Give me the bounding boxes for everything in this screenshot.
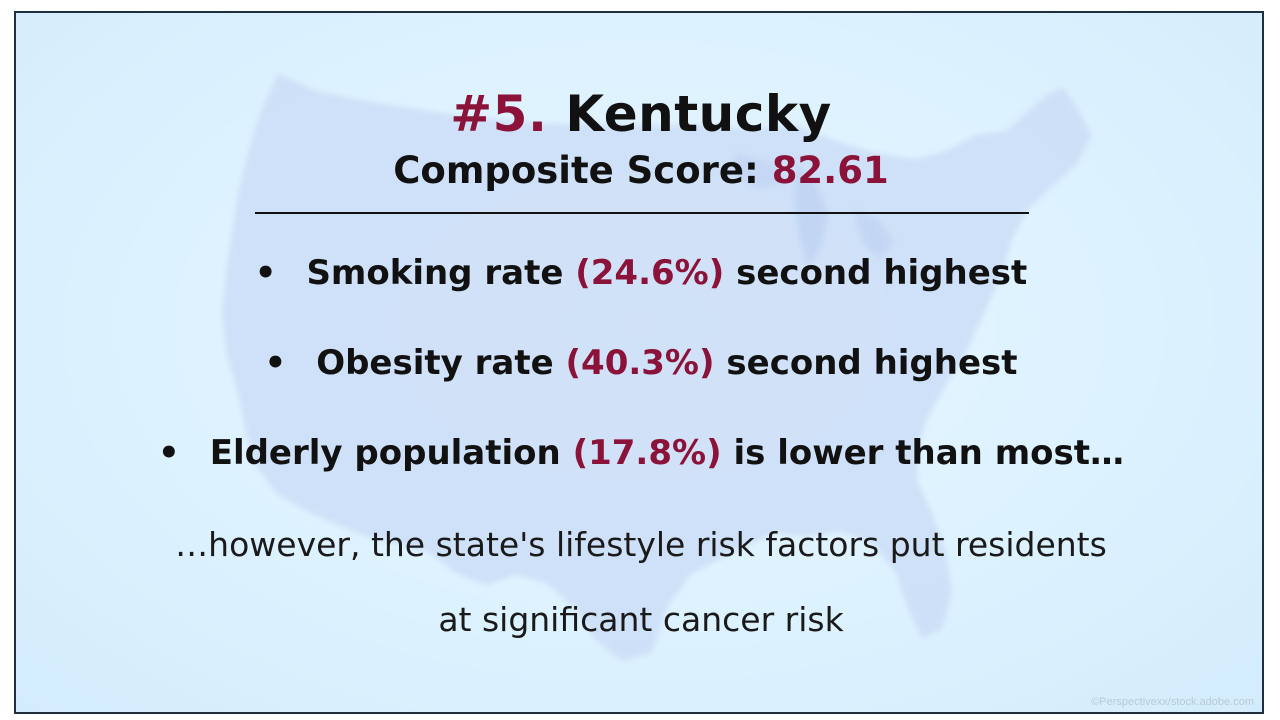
bullet-smoking: • Smoking rate (24.6%) second highest	[16, 253, 1262, 293]
closing-line-1: …however, the state's lifestyle risk fac…	[175, 525, 1107, 564]
image-credit: ©Perspectivexx/stock.adobe.com	[1091, 696, 1254, 708]
bullet-dot-icon: •	[157, 433, 180, 473]
bullet-text: second highest	[736, 253, 1028, 293]
bullet-elderly: • Elderly population (17.8%) is lower tha…	[16, 433, 1262, 473]
bullet-dot-icon: •	[264, 343, 287, 383]
slide-title: #5. Kentucky	[16, 85, 1262, 143]
bullet-text: second highest	[726, 343, 1018, 383]
us-map-icon	[222, 73, 1092, 661]
bullet-text: Obesity rate	[316, 343, 554, 383]
bullet-value: (24.6%)	[575, 253, 725, 293]
composite-score-value: 82.61	[771, 149, 889, 192]
bullet-text: is lower than most…	[733, 433, 1125, 473]
bullet-text: Elderly population	[209, 433, 561, 473]
slide: #5. Kentucky Composite Score: 82.61 • Smo…	[14, 11, 1264, 714]
closing-line-2: at significant cancer risk	[438, 600, 844, 639]
bullet-text: Smoking rate	[306, 253, 564, 293]
bullet-obesity: • Obesity rate (40.3%) second highest	[16, 343, 1262, 383]
state-name: Kentucky	[565, 85, 832, 143]
bullet-value: (17.8%)	[572, 433, 722, 473]
composite-score: Composite Score: 82.61	[16, 149, 1262, 192]
bullet-dot-icon: •	[254, 253, 277, 293]
bullet-value: (40.3%)	[565, 343, 715, 383]
rank-number: #5.	[450, 85, 548, 143]
title-divider	[255, 212, 1029, 214]
composite-score-label: Composite Score:	[393, 149, 759, 192]
